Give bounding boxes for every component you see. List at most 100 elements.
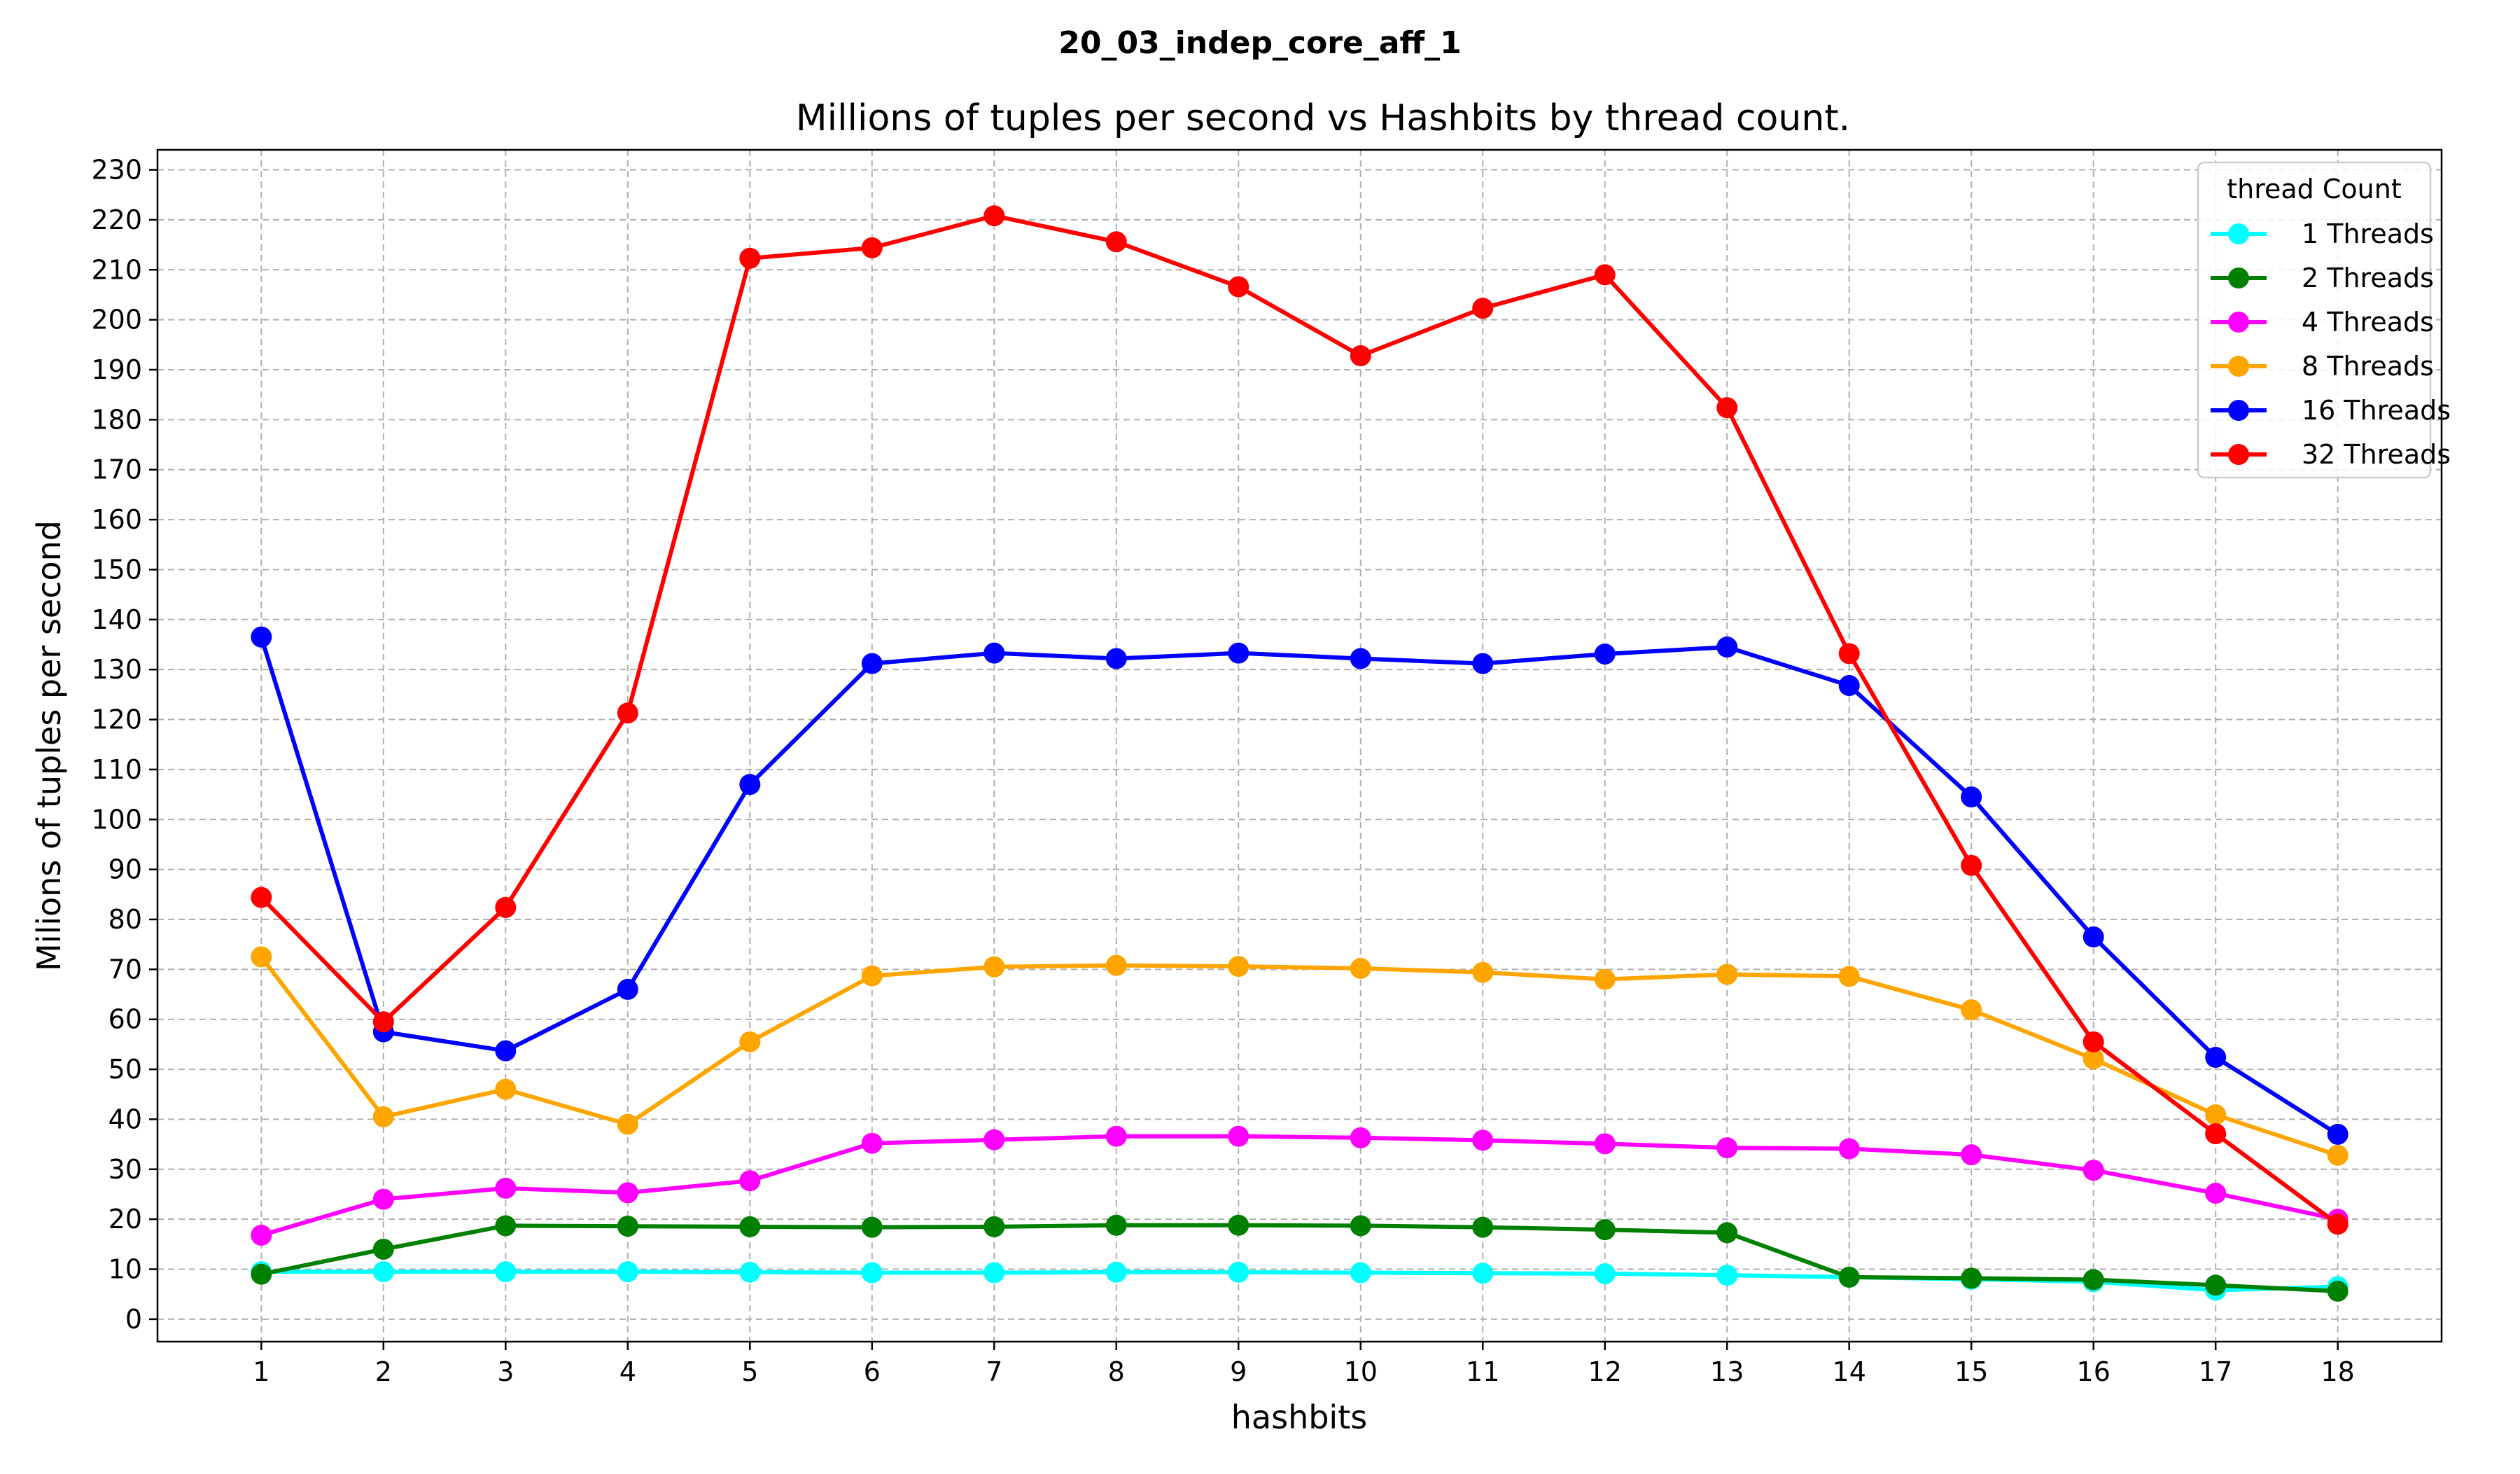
data-point	[1472, 653, 1494, 674]
legend-label: 4 Threads	[2302, 307, 2434, 338]
data-point	[739, 1216, 761, 1237]
data-point	[1228, 642, 1250, 664]
data-point	[617, 1113, 638, 1135]
legend-marker	[2228, 267, 2249, 288]
data-point	[372, 1011, 394, 1033]
data-point	[2082, 1031, 2104, 1052]
data-point	[1350, 1215, 1371, 1237]
data-point	[251, 626, 272, 648]
y-tick-label: 170	[91, 454, 142, 485]
series-line	[260, 1134, 2339, 1237]
data-point	[1105, 648, 1127, 669]
y-tick-label: 120	[91, 704, 142, 735]
data-point	[983, 642, 1005, 664]
data-point	[251, 1224, 272, 1246]
data-point	[1716, 964, 1738, 985]
data-point	[495, 1261, 517, 1283]
data-point	[861, 965, 883, 987]
x-tick-label: 15	[1954, 1356, 1988, 1387]
data-point	[1228, 1125, 1250, 1147]
x-tick-label: 12	[1588, 1356, 1622, 1387]
x-tick-label: 14	[1833, 1356, 1866, 1387]
figure-suptitle: 20_03_indep_core_aff_1	[1058, 25, 1462, 61]
y-tick-label: 0	[125, 1304, 142, 1335]
data-point	[739, 1261, 761, 1283]
series-line	[260, 1223, 2338, 1293]
data-point	[861, 1262, 883, 1284]
data-point	[739, 247, 761, 269]
y-tick-label: 200	[91, 305, 142, 335]
y-tick-label: 90	[108, 854, 142, 885]
data-point	[1105, 954, 1127, 976]
plot-frame	[156, 148, 2443, 1343]
series-2-threads	[251, 1214, 2348, 1302]
data-point	[617, 702, 638, 724]
data-point	[1594, 264, 1616, 286]
data-point	[2205, 1104, 2227, 1126]
legend-marker	[2228, 356, 2249, 377]
data-point	[617, 978, 638, 1000]
data-point	[1838, 966, 1860, 987]
y-tick-label: 30	[108, 1154, 142, 1185]
x-tick-label: 4	[620, 1356, 636, 1387]
data-point	[1105, 1214, 1127, 1236]
legend-entries: 1 Threads 2 Threads 4 Threads 8 Threads 16 T…	[2211, 218, 2451, 470]
y-tick-label: 180	[91, 404, 142, 435]
data-point	[372, 1188, 394, 1210]
data-point	[1594, 1219, 1616, 1241]
y-tick-label: 60	[108, 1004, 142, 1035]
x-tick-label: 5	[741, 1356, 758, 1387]
data-point	[1472, 961, 1494, 983]
x-axis: 1 2 3 4 5 6 7 8 9 10 11 12 13 14 15 16 17 18	[253, 1342, 2355, 1387]
data-point	[617, 1182, 638, 1204]
data-point	[861, 237, 883, 258]
data-point	[861, 1216, 883, 1238]
legend-label: 1 Threads	[2302, 218, 2434, 249]
y-tick-label: 220	[91, 204, 142, 235]
data-point	[1105, 1125, 1127, 1147]
legend: thread Count 1 Threads 2 Threads 4 Threads…	[2197, 161, 2451, 479]
data-point	[617, 1261, 638, 1283]
data-point	[251, 887, 272, 908]
data-point	[1716, 637, 1738, 658]
data-point	[2082, 1048, 2104, 1070]
x-tick-label: 1	[253, 1356, 270, 1387]
data-point	[1594, 968, 1616, 990]
chart-title: Millions of tuples per second vs Hashbit…	[796, 97, 1850, 139]
y-tick-label: 70	[108, 954, 142, 985]
data-point	[1961, 786, 1982, 808]
data-point	[2327, 1144, 2348, 1166]
data-point	[739, 1170, 761, 1192]
data-point	[2082, 926, 2104, 947]
data-point	[1472, 1129, 1494, 1151]
y-tick-label: 230	[91, 155, 142, 186]
data-point	[495, 1040, 517, 1062]
series-16-threads	[251, 626, 2348, 1145]
y-tick-label: 50	[108, 1054, 142, 1085]
data-point	[251, 1263, 272, 1285]
x-tick-label: 8	[1108, 1356, 1125, 1387]
x-axis-label: hashbits	[1231, 1398, 1367, 1436]
data-point	[1228, 1261, 1250, 1283]
data-point	[1228, 956, 1250, 978]
data-point	[1350, 1262, 1371, 1284]
y-axis: 0 10 20 30 40 50 60 70 80 90 100 110 120 130 140 150 160…	[91, 155, 158, 1335]
data-point	[1716, 1265, 1738, 1286]
x-tick-label: 13	[1710, 1356, 1744, 1387]
data-point	[739, 1031, 761, 1052]
data-point	[1838, 643, 1860, 665]
series-line	[260, 214, 2339, 1226]
x-tick-label: 10	[1344, 1356, 1378, 1387]
y-tick-label: 40	[108, 1104, 142, 1134]
x-tick-label: 9	[1230, 1356, 1247, 1387]
y-axis-label: Milions of tuples per second	[30, 520, 68, 971]
data-point	[372, 1261, 394, 1283]
data-point	[983, 956, 1005, 978]
data-point	[1472, 1263, 1494, 1284]
data-point	[983, 1262, 1005, 1284]
data-point	[1105, 1261, 1127, 1283]
data-point	[2327, 1123, 2348, 1145]
data-point	[1350, 345, 1371, 367]
y-tick-label: 150	[91, 554, 142, 585]
legend-label: 16 Threads	[2302, 395, 2451, 426]
